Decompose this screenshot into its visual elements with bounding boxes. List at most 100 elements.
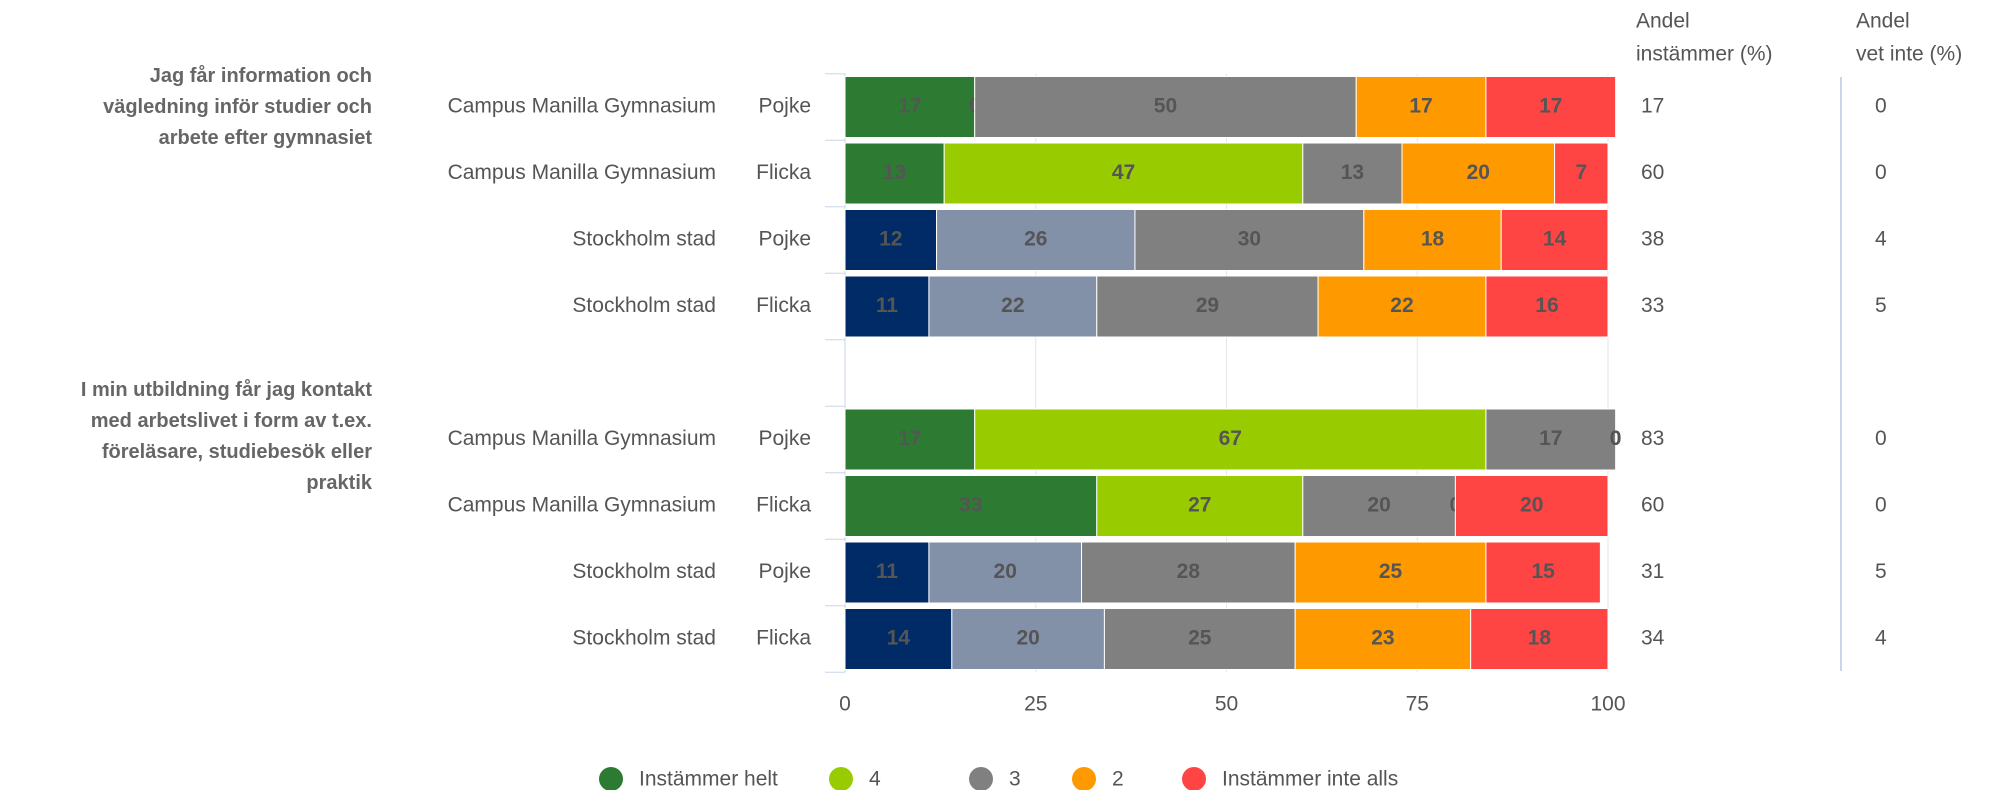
bar-label: 22 bbox=[1001, 294, 1024, 317]
sub-category-label: Flicka bbox=[756, 627, 811, 650]
bar-segment bbox=[1096, 275, 1319, 338]
bar-segment bbox=[928, 541, 1083, 604]
legend-marker bbox=[969, 767, 993, 790]
column-header: Andel bbox=[1856, 10, 1910, 33]
question-line: I min utbildning får jag kontakt bbox=[80, 379, 372, 401]
bar-segment bbox=[974, 76, 1357, 138]
column-value: 17 bbox=[1641, 95, 1664, 118]
bar-segment bbox=[1134, 209, 1365, 271]
column-value: 0 bbox=[1875, 161, 1887, 184]
bar-segment bbox=[1470, 608, 1609, 670]
bar-label: 20 bbox=[1467, 161, 1490, 184]
bar-segment bbox=[1302, 475, 1456, 537]
bar-label: 13 bbox=[883, 161, 906, 184]
x-tick-label: 25 bbox=[1024, 693, 1047, 716]
bar-label: 67 bbox=[1219, 427, 1242, 450]
column-value: 60 bbox=[1641, 161, 1664, 184]
bar-segment bbox=[951, 608, 1105, 670]
column-value: 33 bbox=[1641, 294, 1664, 317]
bar-segment bbox=[844, 541, 930, 604]
x-tick-label: 75 bbox=[1406, 693, 1429, 716]
legend-marker bbox=[829, 767, 853, 790]
bar-segment bbox=[1485, 541, 1601, 604]
bar-segment bbox=[943, 142, 1304, 205]
column-value: 31 bbox=[1641, 560, 1664, 583]
bar-label: 20 bbox=[1367, 494, 1390, 517]
column-value: 0 bbox=[1875, 427, 1887, 450]
bar-segment bbox=[974, 408, 1487, 471]
bar-segment bbox=[1294, 541, 1487, 604]
bar-segment bbox=[1302, 142, 1403, 205]
column-value: 0 bbox=[1875, 494, 1887, 517]
bar-segment bbox=[1355, 76, 1487, 138]
column-value: 5 bbox=[1875, 294, 1887, 317]
x-tick-label: 0 bbox=[839, 693, 851, 716]
bar-label: 18 bbox=[1421, 228, 1445, 251]
legend-label: 4 bbox=[869, 768, 881, 790]
category-label: Stockholm stad bbox=[572, 294, 716, 317]
bar-label: 14 bbox=[887, 627, 911, 650]
bar-label: 20 bbox=[1520, 494, 1543, 517]
bar-segment bbox=[1096, 475, 1304, 537]
sub-category-label: Flicka bbox=[756, 294, 811, 317]
category-label: Campus Manilla Gymnasium bbox=[448, 494, 716, 517]
bar-segment bbox=[928, 275, 1098, 338]
bar-segment bbox=[1454, 475, 1609, 537]
bar-segment bbox=[844, 608, 953, 670]
category-label: Campus Manilla Gymnasium bbox=[448, 95, 716, 118]
bar-segment bbox=[1485, 275, 1609, 338]
column-value: 60 bbox=[1641, 494, 1664, 517]
question-line: praktik bbox=[306, 472, 372, 494]
column-header: Andel bbox=[1636, 10, 1690, 33]
category-label: Stockholm stad bbox=[572, 560, 716, 583]
legend-marker bbox=[599, 767, 623, 790]
bar-label: 11 bbox=[876, 294, 899, 317]
bar-label: 27 bbox=[1188, 494, 1211, 517]
legend-label: Instämmer helt bbox=[639, 768, 778, 790]
bar-label: 25 bbox=[1379, 560, 1403, 583]
bar-label: 16 bbox=[1535, 294, 1558, 317]
bar-segment bbox=[1485, 408, 1617, 471]
bar-segment bbox=[1485, 76, 1617, 138]
column-value: 34 bbox=[1641, 627, 1665, 650]
bar-label: 18 bbox=[1528, 627, 1552, 650]
column-value: 38 bbox=[1641, 228, 1664, 251]
bar-label: 11 bbox=[876, 560, 899, 583]
bar-label: 50 bbox=[1154, 95, 1177, 118]
legend-label: 3 bbox=[1009, 768, 1021, 790]
bar-label: 33 bbox=[959, 494, 982, 517]
bar-segment bbox=[844, 475, 1098, 537]
bar-segment bbox=[844, 209, 938, 271]
question-line: med arbetslivet i form av t.ex. bbox=[90, 410, 372, 432]
bar-label: 15 bbox=[1531, 560, 1555, 583]
sub-category-label: Pojke bbox=[758, 228, 811, 251]
category-label: Campus Manilla Gymnasium bbox=[448, 427, 716, 450]
category-label: Stockholm stad bbox=[572, 228, 716, 251]
bar-segment bbox=[936, 209, 1136, 271]
bar-label: 14 bbox=[1543, 228, 1567, 251]
bar-label: 13 bbox=[1341, 161, 1364, 184]
bar-label: 17 bbox=[898, 95, 921, 118]
question-label: I min utbildning får jag kontakt med arbe… bbox=[0, 375, 372, 499]
bar-label: 12 bbox=[879, 228, 902, 251]
bar-label: 17 bbox=[1409, 95, 1432, 118]
bar-label: 29 bbox=[1196, 294, 1219, 317]
column-value: 5 bbox=[1875, 560, 1887, 583]
x-tick-label: 50 bbox=[1215, 693, 1238, 716]
bar-label: 17 bbox=[898, 427, 921, 450]
bar-label: 17 bbox=[1539, 95, 1562, 118]
sub-category-label: Flicka bbox=[756, 161, 811, 184]
bar-segment bbox=[1401, 142, 1556, 205]
question-line: Jag får information och bbox=[149, 65, 372, 87]
column-header: vet inte (%) bbox=[1856, 43, 1962, 66]
category-label: Campus Manilla Gymnasium bbox=[448, 161, 716, 184]
column-value: 4 bbox=[1875, 627, 1887, 650]
category-label: Stockholm stad bbox=[572, 627, 716, 650]
sub-category-label: Pojke bbox=[758, 95, 811, 118]
bar-segment bbox=[1554, 142, 1609, 205]
column-value: 4 bbox=[1875, 228, 1887, 251]
sub-category-label: Pojke bbox=[758, 427, 811, 450]
legend-label: 2 bbox=[1112, 768, 1124, 790]
bar-segment bbox=[1081, 541, 1296, 604]
